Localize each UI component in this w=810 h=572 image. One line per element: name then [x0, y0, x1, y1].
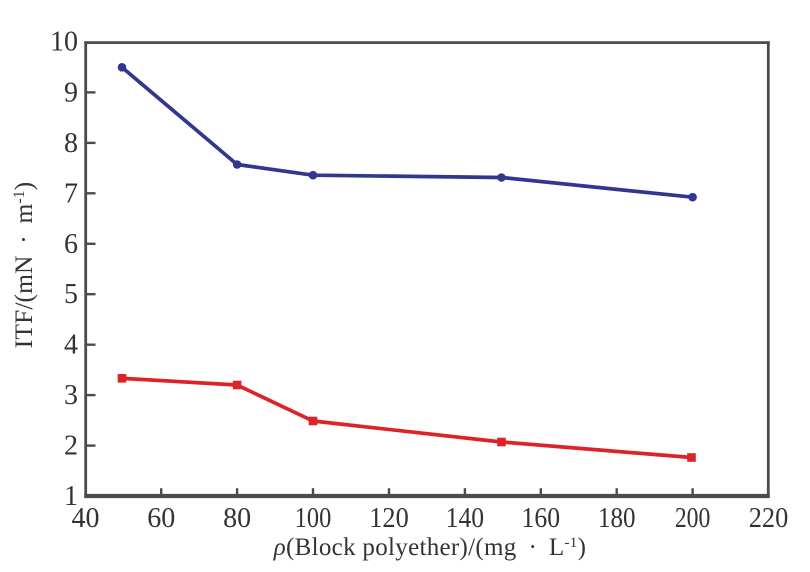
svg-text:140: 140 — [446, 503, 485, 534]
svg-text:100: 100 — [295, 503, 332, 534]
svg-text:4: 4 — [64, 330, 78, 361]
svg-text:8: 8 — [64, 128, 78, 159]
svg-text:7: 7 — [64, 178, 78, 209]
svg-text:9: 9 — [64, 77, 78, 108]
svg-text:ρ(Block polyether)/(mg · L-1: ρ(Block polyether)/(mg · L-1) — [273, 534, 587, 561]
svg-text:180: 180 — [598, 503, 636, 534]
svg-text:10: 10 — [50, 27, 78, 58]
svg-text:40: 40 — [72, 503, 100, 534]
svg-text:2: 2 — [64, 431, 78, 462]
svg-text:120: 120 — [369, 503, 409, 534]
svg-text:3: 3 — [64, 380, 78, 411]
svg-text:ITF/(mN · m-1): ITF/(mN · m-1) — [9, 182, 38, 348]
svg-text:200: 200 — [675, 503, 711, 534]
svg-text:6: 6 — [64, 229, 78, 260]
svg-text:220: 220 — [749, 503, 789, 534]
svg-text:5: 5 — [64, 279, 78, 310]
svg-text:1: 1 — [64, 481, 78, 512]
svg-text:60: 60 — [147, 503, 175, 534]
svg-text:160: 160 — [522, 503, 561, 534]
svg-text:80: 80 — [223, 503, 251, 534]
